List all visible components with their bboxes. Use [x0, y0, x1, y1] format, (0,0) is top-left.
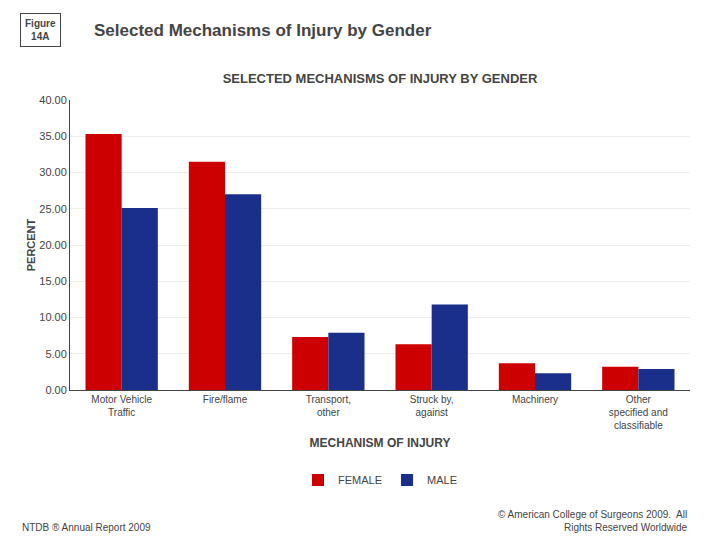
- svg-text:0.00: 0.00: [45, 384, 66, 396]
- svg-text:Transport,other: Transport,other: [306, 394, 351, 418]
- svg-text:SELECTED MECHANISMS OF INJURY: SELECTED MECHANISMS OF INJURY BY GENDER: [223, 71, 538, 86]
- svg-text:Struck by,against: Struck by,against: [410, 394, 454, 418]
- svg-text:MECHANISM OF INJURY: MECHANISM OF INJURY: [310, 436, 451, 450]
- svg-text:Selected Mechanisms of Injury: Selected Mechanisms of Injury by Gender: [94, 21, 432, 40]
- svg-text:© American College of Surgeons: © American College of Surgeons 2009. All…: [498, 509, 688, 533]
- svg-text:30.00: 30.00: [39, 166, 67, 178]
- svg-text:25.00: 25.00: [39, 203, 67, 215]
- svg-text:Motor VehicleTraffic: Motor VehicleTraffic: [91, 394, 152, 418]
- svg-text:20.00: 20.00: [39, 239, 67, 251]
- svg-text:Machinery: Machinery: [512, 394, 558, 405]
- svg-text:NTDB ® Annual Report 2009: NTDB ® Annual Report 2009: [22, 522, 151, 533]
- svg-text:5.00: 5.00: [45, 348, 66, 360]
- svg-text:40.00: 40.00: [39, 94, 67, 106]
- svg-text:35.00: 35.00: [39, 130, 67, 142]
- svg-text:Otherspecified andclassifiable: Otherspecified andclassifiable: [609, 394, 668, 431]
- svg-text:Figure14A: Figure14A: [25, 18, 56, 42]
- svg-text:10.00: 10.00: [39, 311, 67, 323]
- svg-text:MALE: MALE: [427, 474, 457, 486]
- svg-text:Fire/flame: Fire/flame: [203, 394, 248, 405]
- svg-text:PERCENT: PERCENT: [25, 218, 37, 271]
- svg-text:FEMALE: FEMALE: [338, 474, 382, 486]
- svg-text:15.00: 15.00: [39, 275, 67, 287]
